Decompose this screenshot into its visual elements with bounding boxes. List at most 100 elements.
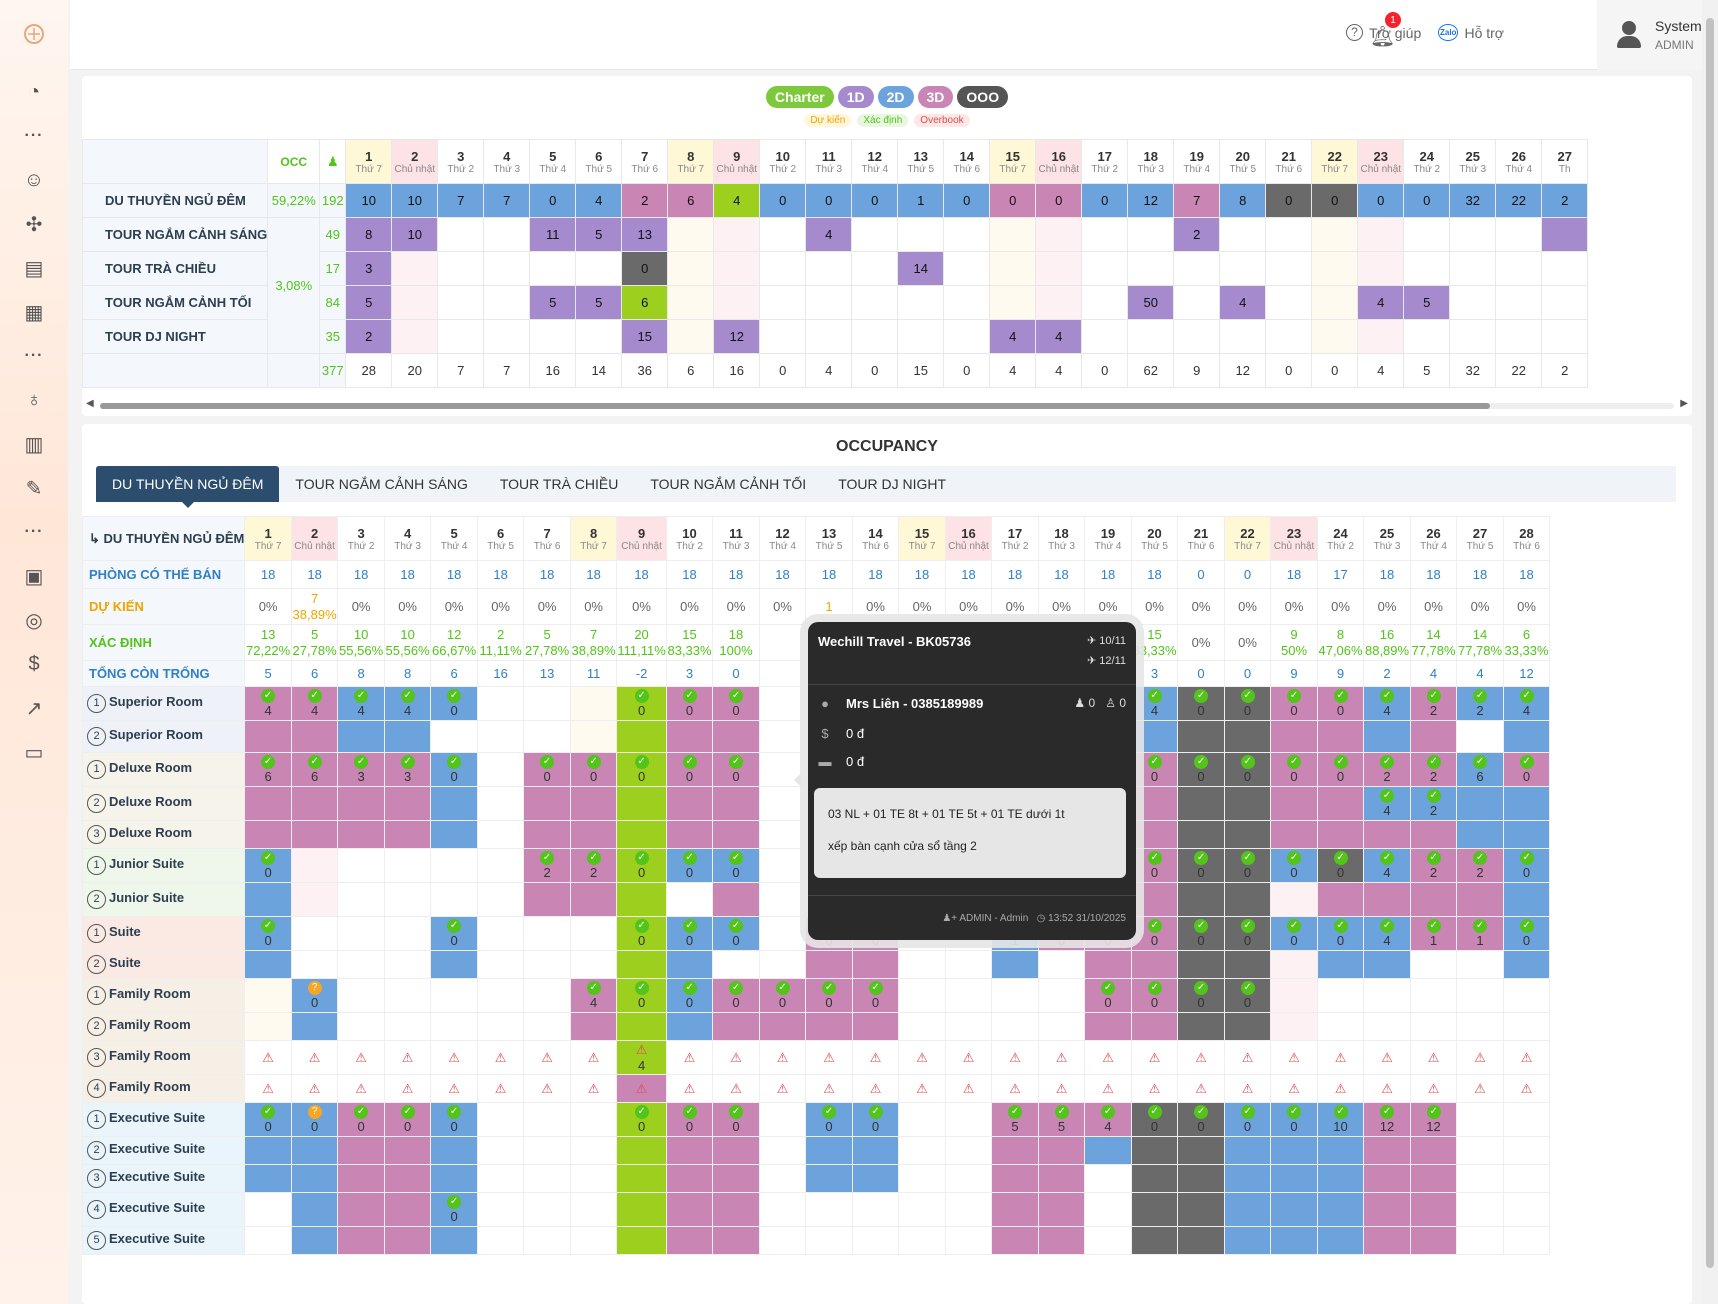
- room-cell[interactable]: [244, 1012, 292, 1041]
- room-cell[interactable]: ⚠: [1316, 1074, 1365, 1103]
- tab-0[interactable]: DU THUYỀN NGỦ ĐÊM: [96, 466, 280, 508]
- room-cell[interactable]: [1502, 720, 1551, 753]
- warehouse-icon[interactable]: ▥: [24, 433, 44, 456]
- room-cell[interactable]: [1363, 1164, 1411, 1193]
- room-cell[interactable]: ⚠: [1177, 1040, 1225, 1075]
- summary-cell[interactable]: 4: [1219, 285, 1267, 320]
- room-cell[interactable]: ✓0: [1223, 1102, 1272, 1137]
- room-cell[interactable]: ✓2: [523, 848, 571, 883]
- room-cell[interactable]: [1223, 720, 1272, 753]
- user-menu[interactable]: System Admin ADMIN: [1597, 0, 1718, 70]
- room-cell[interactable]: ✓0: [244, 848, 292, 883]
- room-cell[interactable]: ✓2: [1409, 752, 1458, 787]
- room-cell[interactable]: ✓2: [1409, 786, 1458, 821]
- room-cell[interactable]: [244, 786, 292, 821]
- room-cell[interactable]: ✓0: [1177, 978, 1225, 1013]
- room-cell[interactable]: [851, 950, 900, 979]
- id-card-icon[interactable]: ▣: [24, 565, 44, 588]
- room-cell[interactable]: [383, 1226, 432, 1255]
- room-cell[interactable]: [244, 1136, 292, 1165]
- summary-cell[interactable]: 10: [391, 183, 439, 218]
- room-cell[interactable]: ⚠: [430, 1040, 478, 1075]
- summary-cell[interactable]: 0: [1035, 183, 1083, 218]
- user-icon[interactable]: ☺: [23, 168, 45, 191]
- room-cell[interactable]: ✓1: [1456, 916, 1504, 951]
- room-cell[interactable]: ✓0: [665, 848, 714, 883]
- room-cell[interactable]: [616, 1136, 667, 1165]
- invoice-icon[interactable]: $: [28, 652, 40, 675]
- summary-cell[interactable]: 4: [805, 217, 853, 252]
- room-cell[interactable]: ✓0: [569, 752, 618, 787]
- clipboard-icon[interactable]: ▤: [24, 257, 44, 280]
- room-cell[interactable]: ✓ 4: [337, 686, 385, 721]
- summary-cell[interactable]: 50: [1127, 285, 1175, 320]
- room-cell[interactable]: ⚠: [1223, 1040, 1272, 1075]
- room-cell[interactable]: [1363, 1226, 1411, 1255]
- room-cell[interactable]: [1223, 950, 1272, 979]
- document-icon[interactable]: ▭: [24, 741, 44, 764]
- page-scrollbar[interactable]: [1702, 0, 1718, 1304]
- room-cell[interactable]: ✓0: [1316, 916, 1365, 951]
- room-cell[interactable]: [1223, 786, 1272, 821]
- room-cell[interactable]: [991, 1136, 1039, 1165]
- room-cell[interactable]: ⚠: [1270, 1040, 1318, 1075]
- room-cell[interactable]: ✓0: [1177, 916, 1225, 951]
- room-cell[interactable]: [991, 950, 1039, 979]
- room-cell[interactable]: [430, 1226, 478, 1255]
- room-cell[interactable]: [665, 1226, 714, 1255]
- room-cell[interactable]: ⚠: [523, 1040, 571, 1075]
- room-cell[interactable]: [383, 720, 432, 753]
- room-cell[interactable]: [1084, 950, 1132, 979]
- room-cell[interactable]: [1223, 820, 1272, 849]
- room-cell[interactable]: ✓2: [569, 848, 618, 883]
- room-cell[interactable]: [1223, 1012, 1272, 1041]
- room-cell[interactable]: ✓ 3: [337, 752, 385, 787]
- room-cell[interactable]: [244, 1164, 292, 1193]
- tour-name[interactable]: TOUR NGẮM CẢNH SÁNG: [81, 217, 269, 252]
- room-cell[interactable]: ✓ 4: [1363, 848, 1411, 883]
- summary-cell[interactable]: 5: [1403, 285, 1451, 320]
- room-cell[interactable]: [430, 1164, 478, 1193]
- room-cell[interactable]: [337, 1164, 385, 1193]
- room-cell[interactable]: [383, 786, 432, 821]
- room-cell[interactable]: [337, 1226, 385, 1255]
- room-cell[interactable]: [1223, 1192, 1272, 1227]
- room-cell[interactable]: [805, 950, 853, 979]
- room-cell[interactable]: ✓0: [1502, 848, 1551, 883]
- room-label[interactable]: 4 Executive Suite: [81, 1192, 246, 1227]
- room-cell[interactable]: [569, 820, 618, 849]
- room-cell[interactable]: [1130, 820, 1179, 849]
- room-cell[interactable]: ? 0: [290, 1102, 339, 1137]
- room-cell[interactable]: [712, 720, 760, 753]
- room-cell[interactable]: [1363, 1192, 1411, 1227]
- room-cell[interactable]: ✓0: [616, 1102, 667, 1137]
- room-cell[interactable]: [1502, 786, 1551, 821]
- summary-cell[interactable]: 5: [345, 285, 393, 320]
- summary-cell[interactable]: 7: [437, 183, 485, 218]
- room-label[interactable]: 1 Suite: [81, 916, 246, 951]
- room-cell[interactable]: ⚠: [1130, 1040, 1179, 1075]
- summary-cell[interactable]: 1: [897, 183, 945, 218]
- room-cell[interactable]: [665, 950, 714, 979]
- room-cell[interactable]: ⚠: [1316, 1040, 1365, 1075]
- room-cell[interactable]: ⚠: [569, 1040, 618, 1075]
- room-label[interactable]: 2 Deluxe Room: [81, 786, 246, 821]
- summary-cell[interactable]: 4: [1357, 285, 1405, 320]
- room-cell[interactable]: ✓2: [1456, 686, 1504, 721]
- room-cell[interactable]: ✓0: [1223, 916, 1272, 951]
- room-cell[interactable]: [337, 1136, 385, 1165]
- room-cell[interactable]: ⚠: [290, 1040, 339, 1075]
- summary-cell[interactable]: 7: [483, 183, 531, 218]
- room-cell[interactable]: [1270, 786, 1318, 821]
- room-cell[interactable]: [1130, 1226, 1179, 1255]
- room-cell[interactable]: [1270, 720, 1318, 753]
- room-cell[interactable]: [1409, 720, 1458, 753]
- tour-name[interactable]: TOUR TRÀ CHIỀU: [81, 251, 269, 286]
- room-cell[interactable]: ✓0: [665, 978, 714, 1013]
- room-cell[interactable]: ✓0: [1130, 752, 1179, 787]
- tab-3[interactable]: TOUR NGẮM CẢNH TỐI: [650, 476, 807, 492]
- room-cell[interactable]: ✓ 6: [290, 752, 339, 787]
- summary-cell[interactable]: 8: [345, 217, 393, 252]
- room-cell[interactable]: ⚠: [1037, 1074, 1086, 1103]
- room-cell[interactable]: ⚠: [1084, 1074, 1132, 1103]
